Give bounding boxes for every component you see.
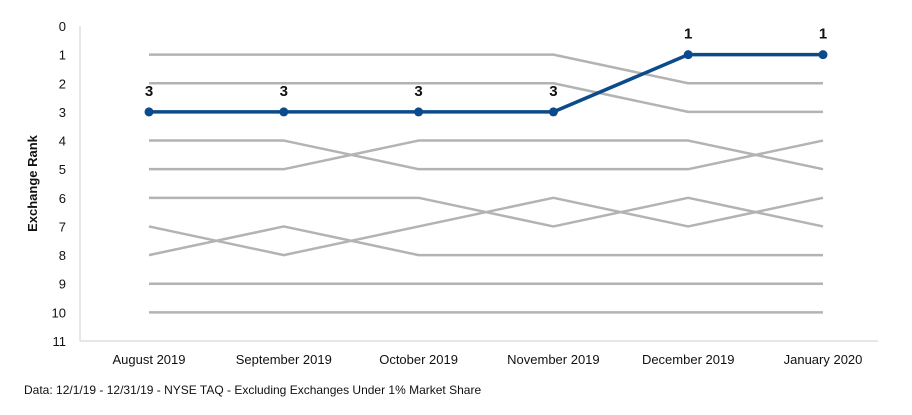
highlight-point [144,107,154,117]
background-series [148,53,824,314]
y-tick-label: 5 [59,162,66,177]
highlight-point [279,107,289,117]
x-tick-label: December 2019 [642,352,735,367]
data-label: 1 [819,26,827,43]
data-label: 1 [684,26,692,43]
data-label: 3 [549,83,557,100]
y-tick-label: 3 [59,105,66,120]
data-label: 3 [414,83,422,100]
y-tick-label: 2 [59,76,66,91]
highlight-point [683,50,693,60]
x-tick-labels: August 2019 September 2019 October 2019 Nov… [112,352,862,367]
data-source-footnote: Data: 12/1/19 - 12/31/19 - NYSE TAQ - Ex… [24,383,482,397]
series-line-4 [149,139,824,171]
y-tick-label: 9 [59,277,66,292]
y-tick-label: 10 [52,305,66,320]
x-tick-label: August 2019 [112,352,185,367]
highlight-series-line [149,52,823,114]
y-tick-label: 0 [59,19,66,34]
x-tick-label: September 2019 [236,352,332,367]
series-line-3 [149,139,824,171]
highlight-point [414,107,424,117]
data-label: 3 [280,83,288,100]
y-tick-label: 1 [59,48,66,63]
x-tick-label: October 2019 [379,352,458,367]
y-tick-labels: 0 1 2 3 4 5 6 7 8 9 10 11 [52,19,66,349]
series-line-7 [148,225,823,257]
series-line-1 [149,53,823,85]
x-tick-label: November 2019 [507,352,600,367]
y-tick-label: 7 [59,219,66,234]
series-line-2 [149,82,823,114]
y-tick-label: 6 [59,191,66,206]
series-line-6 [148,196,824,257]
highlight-point [818,50,828,60]
x-tick-label: January 2020 [784,352,863,367]
data-label: 3 [145,83,153,100]
y-axis-label: Exchange Rank [25,134,40,232]
y-tick-label: 8 [59,248,66,263]
highlight-point [548,107,558,117]
highlight-series: 3 3 3 3 1 1 [144,26,828,117]
y-tick-label: 4 [59,134,66,149]
y-tick-label: 11 [53,334,67,349]
